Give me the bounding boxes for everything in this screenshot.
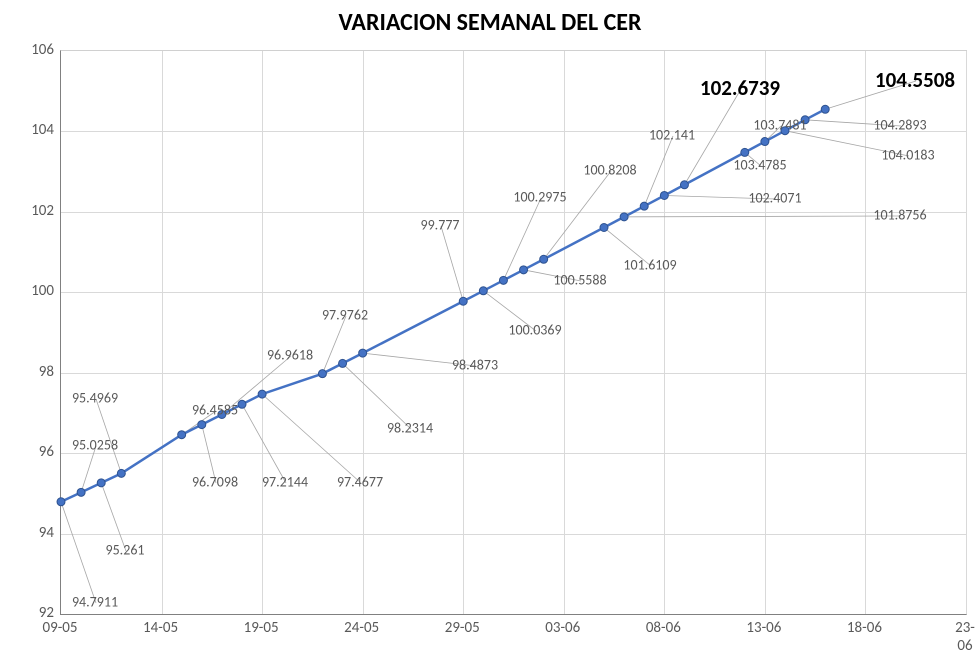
data-label: 97.9762 bbox=[322, 307, 368, 324]
data-label: 100.5588 bbox=[553, 272, 606, 289]
data-marker bbox=[640, 202, 648, 210]
data-marker bbox=[97, 479, 105, 487]
leader-line bbox=[322, 316, 346, 374]
leader-line bbox=[61, 502, 96, 603]
data-label-emphasized: 104.5508 bbox=[875, 67, 955, 93]
x-axis-tick-label: 13-06 bbox=[746, 619, 781, 637]
leader-line bbox=[242, 404, 286, 483]
y-axis-tick-label: 98 bbox=[24, 363, 54, 381]
data-marker bbox=[339, 359, 347, 367]
data-label: 95.261 bbox=[105, 542, 144, 559]
data-label: 95.0258 bbox=[72, 437, 118, 454]
data-label: 94.7911 bbox=[72, 594, 118, 611]
data-label: 104.0183 bbox=[881, 147, 934, 164]
data-marker bbox=[238, 400, 246, 408]
data-marker bbox=[77, 488, 85, 496]
data-label: 97.2144 bbox=[262, 474, 308, 491]
data-label: 96.4585 bbox=[192, 402, 238, 419]
data-marker bbox=[479, 287, 487, 295]
gridline-horizontal bbox=[61, 453, 966, 454]
data-marker bbox=[600, 224, 608, 232]
gridline-vertical bbox=[564, 51, 565, 614]
data-label: 98.4873 bbox=[452, 357, 498, 374]
data-label: 96.7098 bbox=[192, 474, 238, 491]
data-marker bbox=[540, 255, 548, 263]
chart-title: VARIACION SEMANAL DEL CER bbox=[0, 8, 980, 37]
data-label: 100.2975 bbox=[513, 189, 566, 206]
y-axis-tick-label: 94 bbox=[24, 524, 54, 542]
data-label: 100.0369 bbox=[508, 322, 561, 339]
gridline-vertical bbox=[865, 51, 866, 614]
leader-line bbox=[644, 136, 673, 206]
data-marker bbox=[741, 148, 749, 156]
data-label: 102.141 bbox=[649, 127, 695, 144]
leader-line bbox=[262, 394, 361, 483]
data-line bbox=[61, 109, 825, 501]
data-label-emphasized: 102.6739 bbox=[700, 75, 780, 101]
gridline-horizontal bbox=[61, 131, 966, 132]
data-marker bbox=[198, 421, 206, 429]
data-marker bbox=[821, 105, 829, 113]
data-label: 103.4785 bbox=[733, 157, 786, 174]
data-label: 101.8756 bbox=[873, 207, 926, 224]
gridline-vertical bbox=[262, 51, 263, 614]
data-label: 100.8208 bbox=[583, 162, 636, 179]
y-axis-tick-label: 96 bbox=[24, 443, 54, 461]
y-axis-tick-label: 104 bbox=[24, 121, 54, 139]
data-label: 95.4969 bbox=[72, 390, 118, 407]
data-marker bbox=[117, 469, 125, 477]
y-axis-tick-label: 102 bbox=[24, 202, 54, 220]
x-axis-tick-label: 29-05 bbox=[445, 619, 480, 637]
chart-container: { "chart": { "type": "line", "title": "V… bbox=[0, 0, 980, 662]
data-label: 98.2314 bbox=[387, 420, 433, 437]
gridline-horizontal bbox=[61, 292, 966, 293]
leader-line bbox=[441, 226, 463, 301]
data-label: 102.4071 bbox=[748, 190, 801, 207]
x-axis-tick-label: 14-05 bbox=[143, 619, 178, 637]
data-label: 104.2893 bbox=[873, 117, 926, 134]
data-label: 97.4677 bbox=[337, 474, 383, 491]
gridline-horizontal bbox=[61, 534, 966, 535]
data-label: 103.7481 bbox=[753, 117, 806, 134]
data-label: 96.9618 bbox=[267, 347, 313, 364]
x-axis-tick-label: 03-06 bbox=[545, 619, 580, 637]
gridline-vertical bbox=[363, 51, 364, 614]
x-axis-tick-label: 19-05 bbox=[244, 619, 279, 637]
data-marker bbox=[178, 431, 186, 439]
gridline-horizontal bbox=[61, 373, 966, 374]
data-marker bbox=[520, 266, 528, 274]
data-marker bbox=[57, 498, 65, 506]
data-marker bbox=[620, 213, 628, 221]
data-marker bbox=[680, 181, 688, 189]
data-marker bbox=[499, 276, 507, 284]
x-axis-tick-label: 24-05 bbox=[344, 619, 379, 637]
x-axis-tick-label: 23-06 bbox=[955, 619, 975, 655]
gridline-vertical bbox=[765, 51, 766, 614]
x-axis-tick-label: 18-06 bbox=[847, 619, 882, 637]
gridline-horizontal bbox=[61, 212, 966, 213]
leader-line bbox=[503, 198, 541, 280]
y-axis-tick-label: 106 bbox=[24, 41, 54, 59]
gridline-vertical bbox=[966, 51, 967, 614]
x-axis-tick-label: 09-05 bbox=[42, 619, 77, 637]
leader-line bbox=[624, 216, 901, 217]
gridline-vertical bbox=[463, 51, 464, 614]
x-axis-tick-label: 08-06 bbox=[646, 619, 681, 637]
data-label: 101.6109 bbox=[623, 257, 676, 274]
data-label: 99.777 bbox=[420, 217, 459, 234]
y-axis-tick-label: 100 bbox=[24, 282, 54, 300]
leader-line bbox=[544, 171, 611, 259]
gridline-vertical bbox=[162, 51, 163, 614]
